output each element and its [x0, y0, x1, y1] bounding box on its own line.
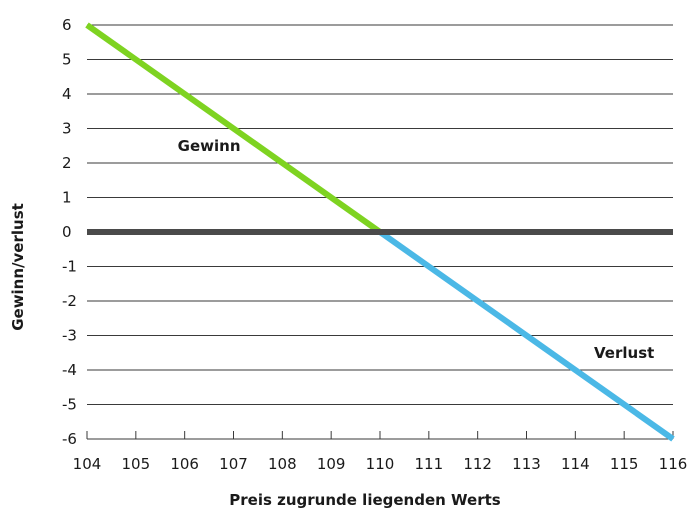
x-tick-label: 113	[512, 455, 541, 473]
y-tick-label: 1	[62, 189, 72, 207]
y-tick-label: 6	[62, 16, 72, 34]
series-line-profit	[85, 22, 382, 235]
y-tick-label: 3	[62, 120, 72, 138]
y-tick-label: 5	[62, 51, 72, 69]
x-axis	[86, 431, 674, 440]
x-tick-label: 107	[219, 455, 248, 473]
x-axis-title: Preis zugrunde liegenden Werts	[229, 491, 501, 509]
y-tick-label: -5	[62, 396, 77, 414]
y-tick-label: -3	[62, 327, 77, 345]
x-tick-label: 110	[366, 455, 395, 473]
grid-lines	[87, 24, 673, 440]
x-tick-label: 115	[610, 455, 639, 473]
annotation-label: Verlust	[594, 344, 654, 362]
tick-labels: -6 -5 -4 -3 -2 -1 0 1 2 3 4 5 6 104 105 106 107 108 109 110…	[62, 16, 687, 473]
y-tick-label: -1	[62, 258, 77, 276]
y-axis-title: Gewinn/verlust	[9, 203, 27, 331]
annotations: Gewinn Verlust	[178, 137, 655, 362]
series-line-loss	[378, 229, 675, 442]
y-tick-label: -4	[62, 361, 77, 379]
y-tick-label: -6	[62, 430, 77, 448]
y-tick-label: 0	[62, 223, 72, 241]
x-tick-label: 105	[122, 455, 151, 473]
y-tick-label: 4	[62, 85, 72, 103]
series-lines	[85, 22, 675, 442]
y-tick-label: 2	[62, 154, 72, 172]
annotation-label: Gewinn	[178, 137, 241, 155]
x-tick-label: 109	[317, 455, 346, 473]
x-tick-label: 112	[463, 455, 492, 473]
x-tick-label: 108	[268, 455, 297, 473]
x-tick-label: 106	[170, 455, 199, 473]
x-tick-label: 104	[73, 455, 102, 473]
x-tick-label: 116	[659, 455, 688, 473]
x-tick-label: 111	[415, 455, 444, 473]
y-tick-label: -2	[62, 292, 77, 310]
x-tick-label: 114	[561, 455, 590, 473]
